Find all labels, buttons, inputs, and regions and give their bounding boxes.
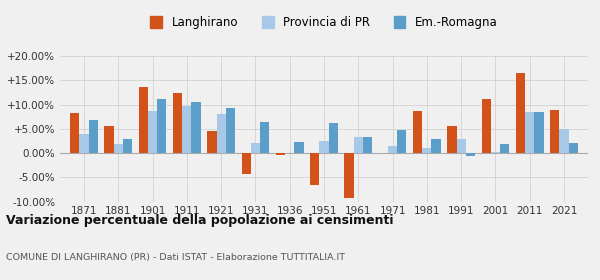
Bar [70,113,79,153]
Bar [388,146,397,153]
Text: Variazione percentuale della popolazione ai censimenti: Variazione percentuale della popolazione… [6,214,394,227]
Bar [559,129,569,153]
Bar [295,142,304,153]
Bar [319,141,329,153]
Bar [139,87,148,153]
Bar [466,153,475,156]
Bar [525,112,535,153]
Bar [353,137,363,153]
Bar [447,126,457,153]
Bar [207,131,217,153]
Bar [422,148,431,153]
Bar [363,137,372,153]
Bar [113,144,123,153]
Bar [148,111,157,153]
Bar [482,99,491,153]
Bar [397,130,406,153]
Bar [260,122,269,153]
Bar [457,139,466,153]
Bar [123,139,132,153]
Bar [104,126,113,153]
Bar [157,99,166,153]
Bar [569,143,578,153]
Legend: Langhirano, Provincia di PR, Em.-Romagna: Langhirano, Provincia di PR, Em.-Romagna [146,11,502,33]
Bar [500,144,509,153]
Bar [344,153,353,198]
Bar [242,153,251,174]
Bar [251,143,260,153]
Bar [173,93,182,153]
Bar [217,114,226,153]
Bar [89,120,98,153]
Bar [516,73,525,153]
Bar [413,111,422,153]
Bar [276,153,285,155]
Bar [431,139,441,153]
Bar [182,106,191,153]
Bar [550,110,559,153]
Bar [191,102,201,153]
Bar [226,108,235,153]
Bar [79,134,89,153]
Bar [310,153,319,185]
Bar [491,152,500,153]
Bar [329,123,338,153]
Text: COMUNE DI LANGHIRANO (PR) - Dati ISTAT - Elaborazione TUTTITALIA.IT: COMUNE DI LANGHIRANO (PR) - Dati ISTAT -… [6,253,345,262]
Bar [535,112,544,153]
